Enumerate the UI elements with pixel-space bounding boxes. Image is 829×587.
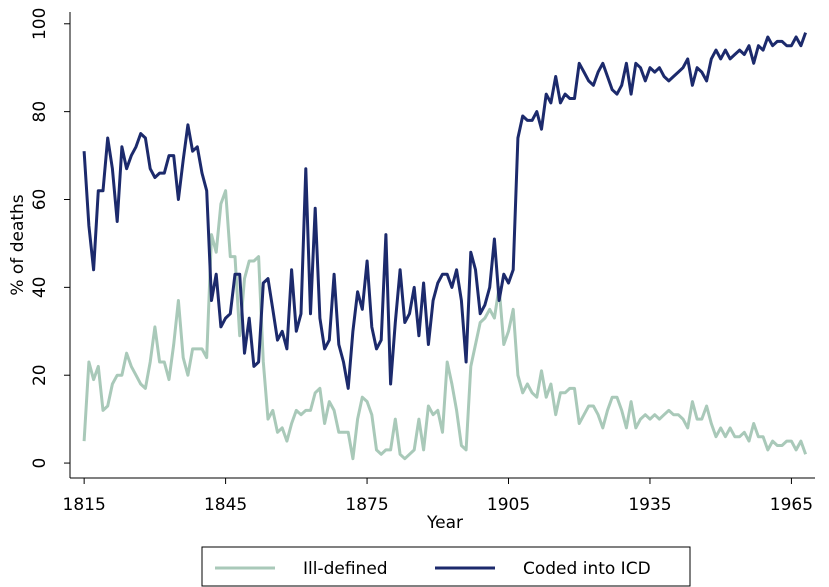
y-tick-label: 80 — [30, 101, 50, 123]
y-tick-label: 0 — [30, 458, 50, 469]
y-tick-label: 20 — [30, 364, 50, 386]
x-tick-label: 1875 — [345, 495, 388, 515]
y-axis-label: % of deaths — [8, 194, 28, 295]
x-axis-label: Year — [426, 513, 463, 533]
x-tick-label: 1845 — [204, 495, 247, 515]
x-tick-label: 1965 — [770, 495, 813, 515]
y-tick-label: 60 — [30, 189, 50, 211]
legend-label: Coded into ICD — [523, 559, 651, 579]
series-line — [82, 189, 808, 461]
x-tick-label: 1935 — [628, 495, 671, 515]
y-tick-label: 100 — [30, 8, 50, 40]
x-tick-label: 1905 — [487, 495, 530, 515]
series-line — [82, 32, 808, 390]
x-tick-label: 1815 — [63, 495, 106, 515]
y-tick-label: 40 — [30, 277, 50, 299]
legend-label: Ill-defined — [303, 559, 388, 579]
